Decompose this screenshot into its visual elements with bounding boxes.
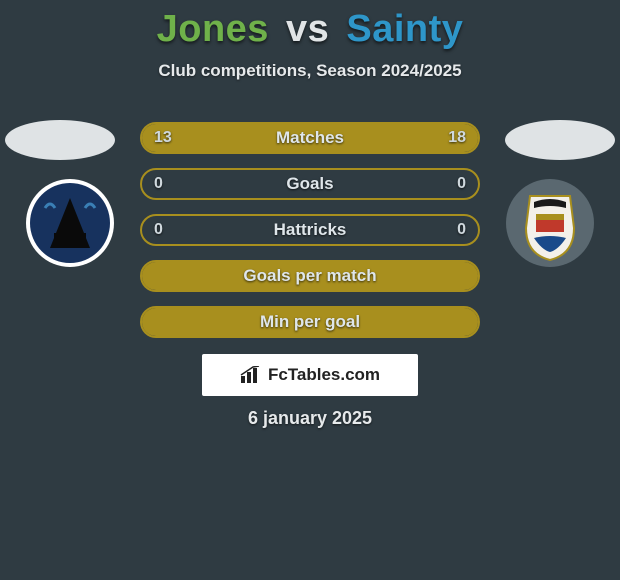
title-vs: vs	[286, 8, 329, 50]
stat-label: Matches	[142, 124, 478, 152]
avatar-player2	[505, 120, 615, 160]
comparison-bars: 1318Matches 00Goals 00Hattricks Goals per m…	[140, 122, 480, 352]
title-player2: Sainty	[346, 8, 463, 50]
stat-label: Goals	[142, 170, 478, 198]
stat-label: Goals per match	[142, 262, 478, 290]
stat-label: Min per goal	[142, 308, 478, 336]
stat-bar: Goals per match	[140, 260, 480, 292]
watermark: FcTables.com	[202, 354, 418, 396]
avatar-player1	[5, 120, 115, 160]
snapshot-date: 6 january 2025	[0, 408, 620, 429]
watermark-icon	[240, 366, 262, 384]
subtitle: Club competitions, Season 2024/2025	[0, 61, 620, 81]
club-badge-player1	[20, 178, 120, 268]
page-title: Jones vs Sainty	[0, 0, 620, 51]
club-badge-player2	[500, 178, 600, 268]
stat-bar: 00Hattricks	[140, 214, 480, 246]
title-player1: Jones	[157, 8, 269, 50]
watermark-text: FcTables.com	[268, 365, 380, 385]
stat-bar: 1318Matches	[140, 122, 480, 154]
stat-label: Hattricks	[142, 216, 478, 244]
stat-bar: Min per goal	[140, 306, 480, 338]
stat-bar: 00Goals	[140, 168, 480, 200]
